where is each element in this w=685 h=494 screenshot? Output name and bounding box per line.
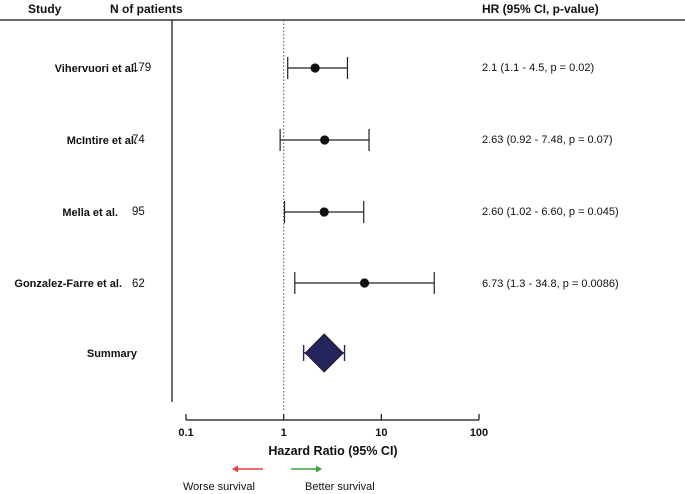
worse-arrow-head (232, 465, 238, 473)
study-hr-label: 2.60 (1.02 - 6.60, p = 0.045) (482, 206, 619, 218)
plot-area (279, 20, 435, 410)
summary-label: Summary (87, 348, 138, 360)
better-arrow-head (316, 465, 322, 473)
x-axis-title: Hazard Ratio (95% CI) (268, 444, 397, 458)
header-study: Study (28, 2, 62, 16)
study-name: Vihervuori et al. (55, 63, 137, 75)
study-hr-label: 2.1 (1.1 - 4.5, p = 0.02) (482, 62, 594, 74)
header-patients: N of patients (110, 2, 183, 16)
x-tick-label: 0.1 (178, 427, 193, 439)
summary-diamond (304, 333, 344, 373)
point-estimate (320, 135, 330, 145)
x-tick-label: 1 (281, 427, 287, 439)
x-tick-label: 100 (470, 427, 488, 439)
x-tick-label: 10 (375, 427, 387, 439)
study-n: 95 (132, 206, 145, 218)
point-estimate (310, 63, 320, 73)
study-n: 62 (132, 278, 145, 290)
point-estimate (319, 207, 329, 217)
legend-better-label: Better survival (305, 481, 375, 493)
study-n: 74 (132, 134, 145, 146)
study-name: Gonzalez-Farre et al. (14, 278, 122, 290)
study-hr-label: 2.63 (0.92 - 7.48, p = 0.07) (482, 134, 613, 146)
point-estimate (359, 278, 370, 288)
study-hr-label: 6.73 (1.3 - 34.8, p = 0.0086) (482, 278, 619, 290)
study-n: 179 (132, 62, 151, 74)
legend-better: Better survival (291, 465, 375, 493)
header-hr: HR (95% CI, p-value) (482, 2, 599, 16)
study-name: McIntire et al. (67, 135, 137, 147)
legend-worse-label: Worse survival (183, 481, 255, 493)
legend-worse: Worse survival (183, 465, 263, 493)
x-axis: 0.1 1 10 100 (178, 414, 488, 439)
study-name: Mella et al. (62, 207, 118, 219)
